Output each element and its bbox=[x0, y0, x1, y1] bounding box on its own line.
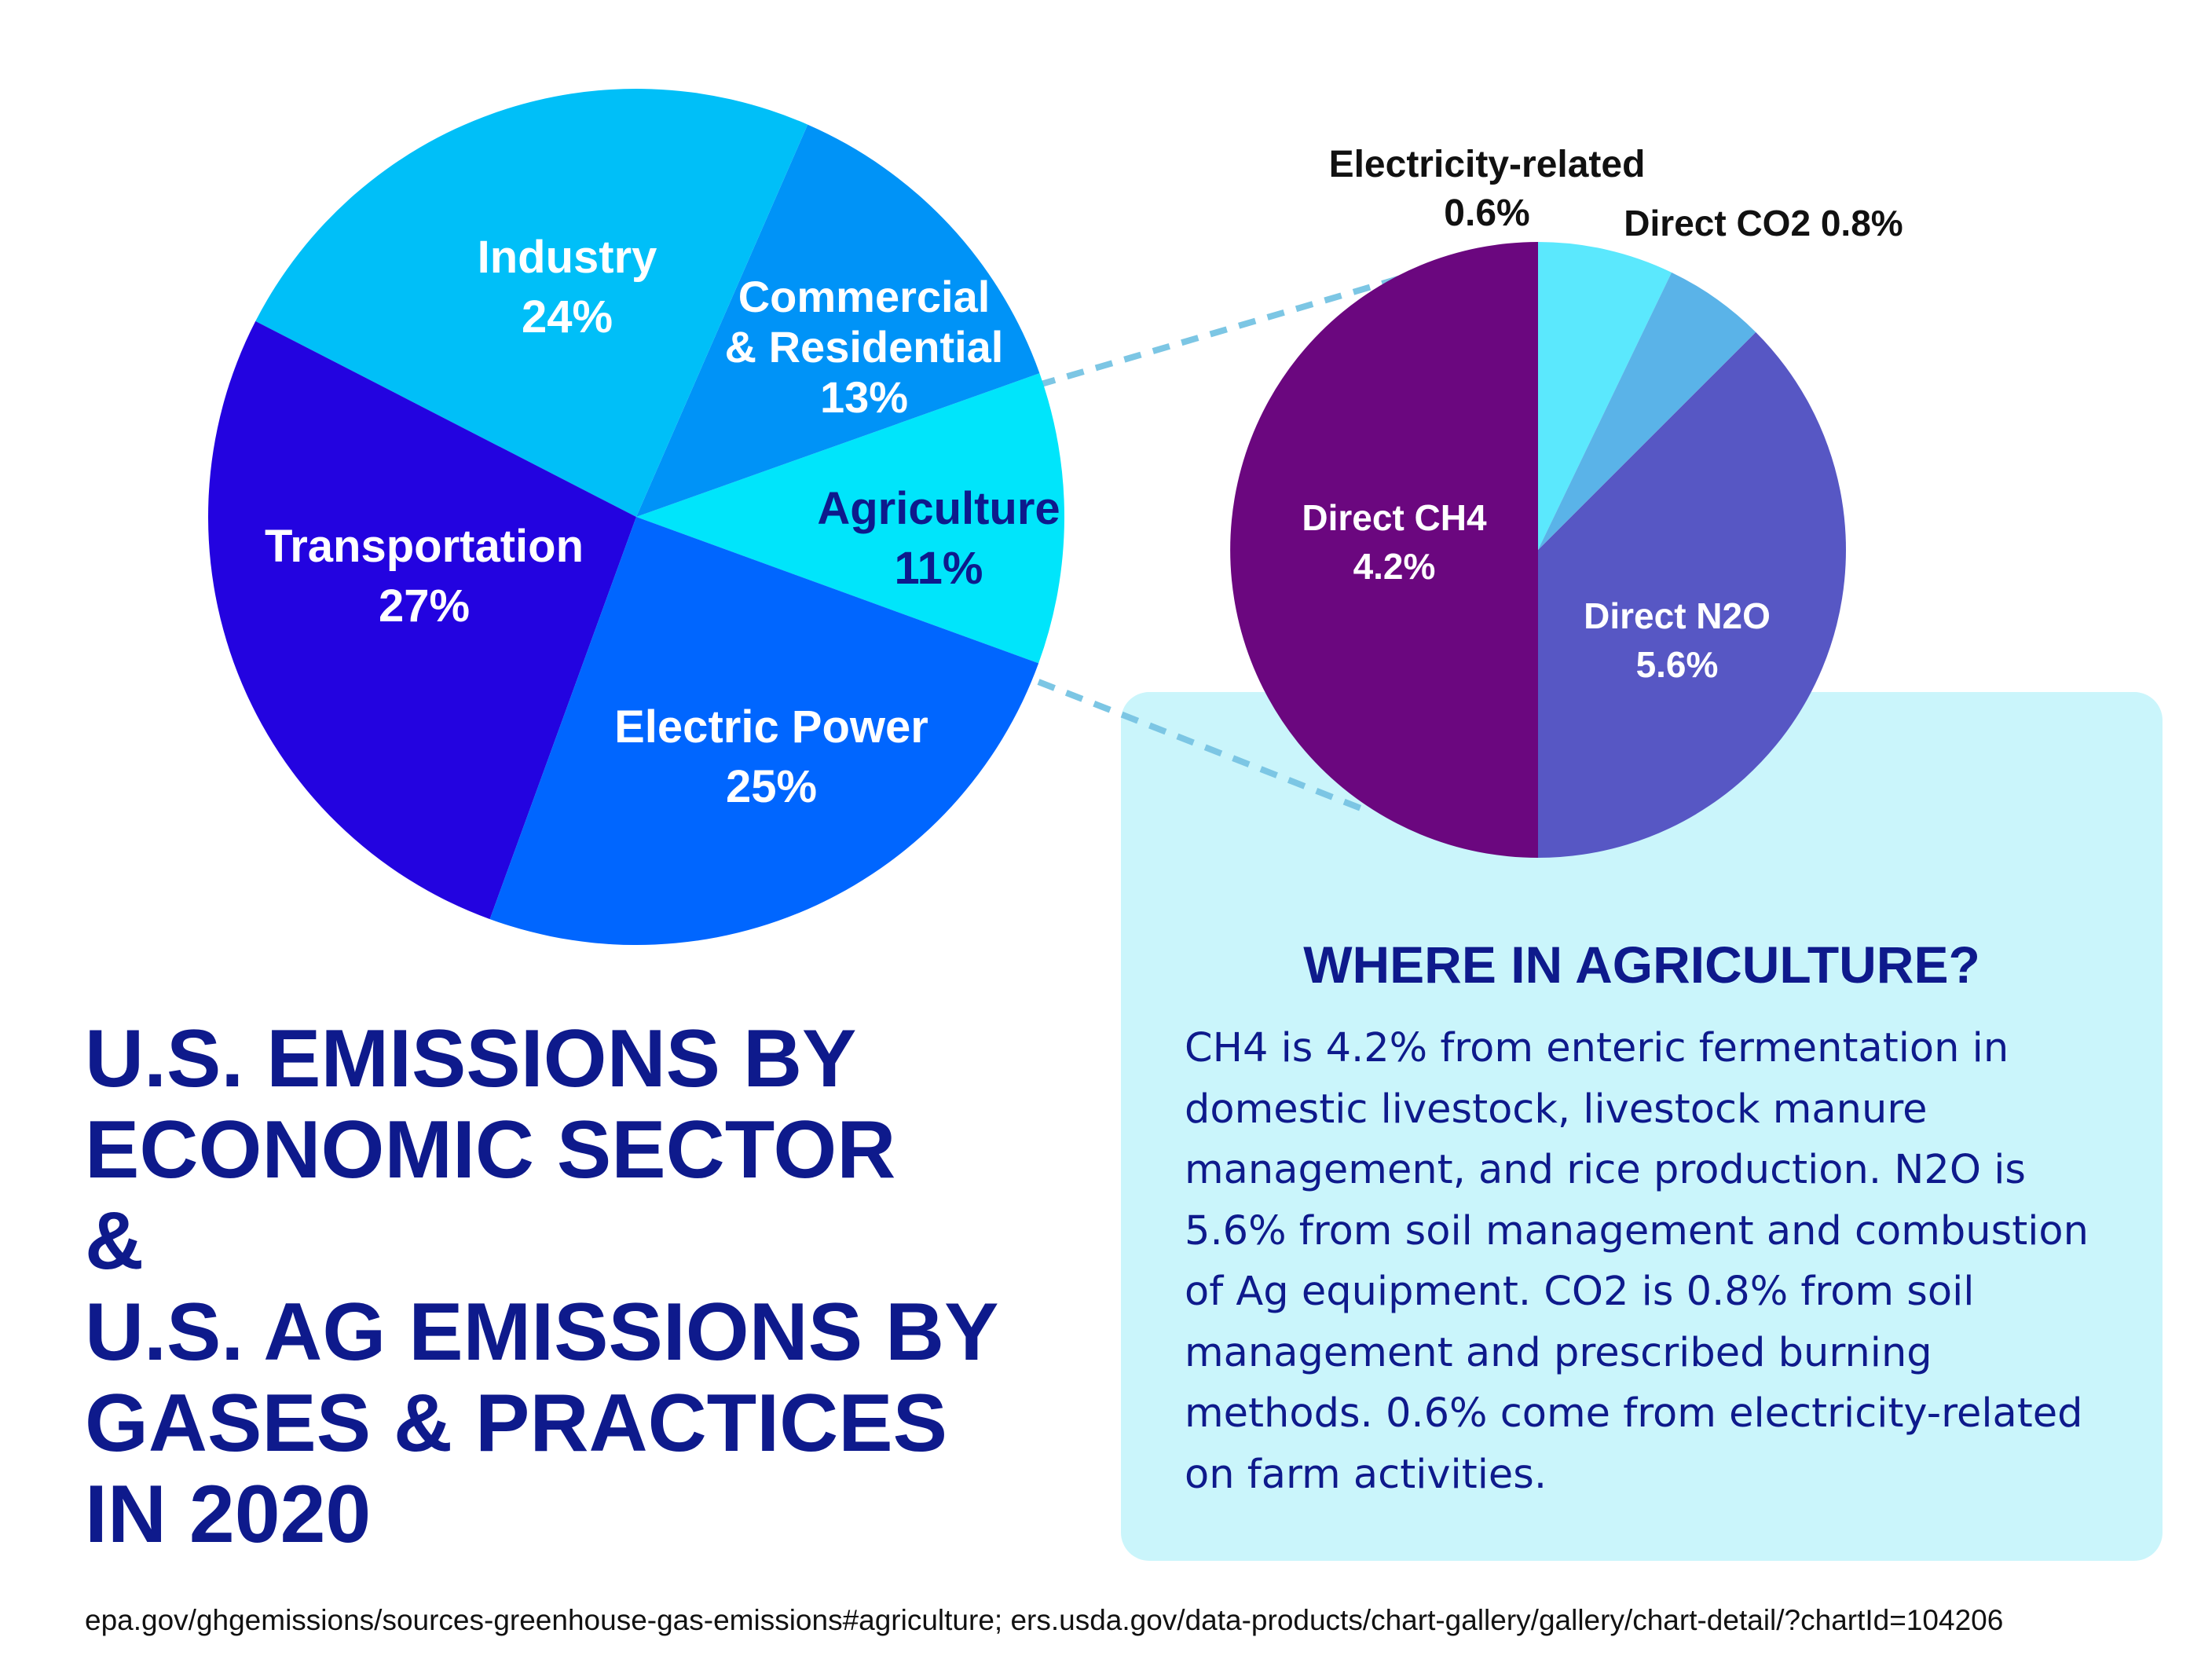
pie-slice-transportation bbox=[207, 320, 636, 920]
pie-slice-direct-n2o bbox=[1230, 242, 1538, 858]
info-body: CH4 is 4.2% from enteric fermentation in… bbox=[1185, 1025, 2089, 1498]
pie-slice-direct-ch4 bbox=[1538, 331, 1846, 858]
slice-name-label: Direct CO2 0.8% bbox=[1624, 203, 1903, 244]
slice-name-label: & Residential bbox=[725, 322, 1004, 372]
title-line: ECONOMIC SECTOR bbox=[85, 1104, 896, 1196]
slice-name-label: Direct N2O bbox=[1584, 595, 1771, 636]
page-title: U.S. EMISSIONS BY ECONOMIC SECTOR & U.S.… bbox=[85, 1013, 1130, 1560]
slice-name-label: Transportation bbox=[265, 521, 584, 572]
slice-value-label: 5.6% bbox=[1636, 644, 1719, 685]
slice-name-label: Electricity-related bbox=[1329, 144, 1646, 185]
pie-slice-direct-co2 bbox=[1538, 242, 1672, 550]
slice-value-label: 4.2% bbox=[1353, 546, 1436, 587]
agriculture-gas-pie-chart: Direct CO2 0.8% Direct N2O 5.6% Direct CH4 4… bbox=[1230, 144, 1903, 858]
slice-value-label: 13% bbox=[820, 372, 908, 422]
title-line: & bbox=[85, 1196, 145, 1287]
slice-name-label: Commercial bbox=[738, 272, 991, 321]
title-line: U.S. AG EMISSIONS BY bbox=[85, 1287, 999, 1378]
pie-slice-electricity-related bbox=[1538, 272, 1756, 550]
zoom-connectors bbox=[1037, 273, 1408, 812]
slice-value-label: 0.6% bbox=[1444, 192, 1529, 234]
slice-name-label: Electric Power bbox=[614, 701, 928, 753]
slice-value-label: 25% bbox=[726, 761, 817, 812]
slice-value-label: 24% bbox=[522, 291, 613, 342]
slice-value-label: 11% bbox=[895, 543, 983, 594]
title-line: U.S. EMISSIONS BY bbox=[85, 1013, 857, 1104]
pie-slice-industry bbox=[255, 89, 808, 518]
sector-pie-chart: Agriculture 11% Commercial& Residential13%… bbox=[207, 89, 1064, 945]
slice-value-label: 27% bbox=[379, 580, 470, 632]
zoom-connector-line bbox=[1037, 273, 1408, 388]
pie-slice-commercial-residential bbox=[636, 124, 1040, 517]
slice-name-label: Agriculture bbox=[817, 483, 1060, 534]
source-citation: epa.gov/ghgemissions/sources-greenhouse-… bbox=[85, 1604, 2004, 1636]
slice-name-label: Industry bbox=[478, 232, 657, 283]
pie-slice-electric-power bbox=[489, 517, 1039, 945]
slice-name-label: Direct CH4 bbox=[1302, 497, 1487, 538]
pie-slice-agriculture bbox=[636, 373, 1064, 664]
title-line: IN 2020 bbox=[85, 1469, 372, 1560]
title-line: GASES & PRACTICES bbox=[85, 1378, 947, 1469]
info-heading: WHERE IN AGRICULTURE? bbox=[1303, 936, 1980, 994]
